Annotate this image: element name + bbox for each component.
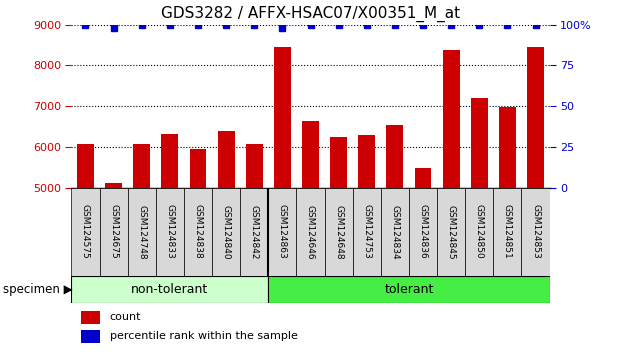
Bar [268,276,550,303]
Bar [134,144,150,354]
Bar [409,188,437,276]
Text: percentile rank within the sample: percentile rank within the sample [110,331,297,341]
Bar [218,131,235,354]
Bar [212,188,240,276]
Text: GSM124748: GSM124748 [137,205,146,259]
Bar [443,50,460,354]
Title: GDS3282 / AFFX-HSAC07/X00351_M_at: GDS3282 / AFFX-HSAC07/X00351_M_at [161,6,460,22]
Bar [499,107,516,354]
Bar [465,188,493,276]
Text: GSM124753: GSM124753 [362,205,371,259]
Bar [274,47,291,354]
Bar [381,188,409,276]
Bar [71,188,99,276]
Bar [268,188,296,276]
Text: GSM124675: GSM124675 [109,205,118,259]
Bar [437,188,465,276]
Bar [527,47,544,354]
Text: GSM124851: GSM124851 [503,205,512,259]
Bar [522,188,550,276]
Bar [184,188,212,276]
Bar [81,311,100,324]
Bar [77,144,94,354]
Text: GSM124575: GSM124575 [81,205,90,259]
Bar [189,149,206,354]
Text: GSM124648: GSM124648 [334,205,343,259]
Text: non-tolerant: non-tolerant [131,283,209,296]
Text: GSM124840: GSM124840 [222,205,230,259]
Bar [415,168,432,354]
Bar [386,125,403,354]
Bar [246,144,263,354]
Text: GSM124853: GSM124853 [531,205,540,259]
Bar [353,188,381,276]
Text: GSM124833: GSM124833 [165,205,175,259]
Text: GSM124842: GSM124842 [250,205,259,259]
Text: GSM124845: GSM124845 [446,205,456,259]
Bar [325,188,353,276]
Bar [296,188,325,276]
Bar [105,183,122,354]
Bar [71,276,268,303]
Text: GSM124646: GSM124646 [306,205,315,259]
Text: count: count [110,312,141,322]
Text: GSM124863: GSM124863 [278,205,287,259]
Bar [302,121,319,354]
Bar [493,188,522,276]
Bar [156,188,184,276]
Text: GSM124850: GSM124850 [475,205,484,259]
Bar [330,137,347,354]
Text: tolerant: tolerant [384,283,433,296]
Bar [99,188,128,276]
Text: specimen ▶: specimen ▶ [3,283,73,296]
Bar [240,188,268,276]
Text: GSM124834: GSM124834 [391,205,399,259]
Bar [128,188,156,276]
Text: GSM124836: GSM124836 [419,205,427,259]
Bar [471,98,487,354]
Text: GSM124838: GSM124838 [194,205,202,259]
Bar [161,134,178,354]
Bar [358,135,375,354]
Bar [81,330,100,343]
